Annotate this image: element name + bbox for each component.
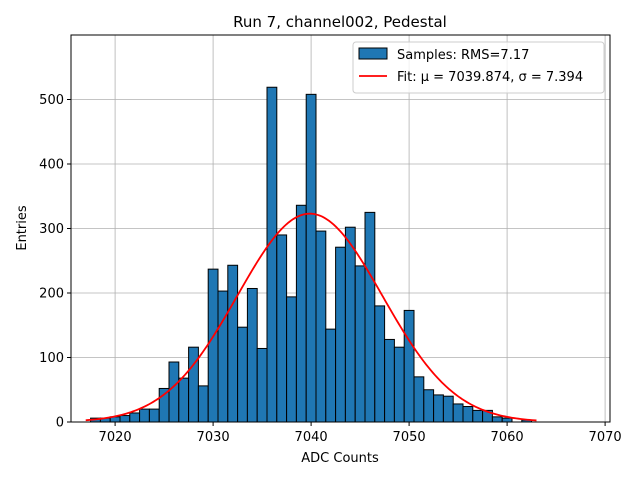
legend: Samples: RMS=7.17 Fit: μ = 7039.874, σ =… bbox=[352, 41, 605, 94]
histogram-bar bbox=[237, 326, 248, 423]
histogram-bar bbox=[452, 403, 464, 423]
histogram-bar bbox=[354, 265, 366, 423]
histogram-bar bbox=[491, 416, 503, 423]
legend-box bbox=[352, 41, 605, 94]
histogram-bar bbox=[139, 408, 150, 423]
histogram-bar bbox=[472, 409, 484, 423]
histogram-bar bbox=[393, 346, 405, 423]
x-tick-label: 7040 bbox=[295, 430, 328, 445]
y-tick-label: 0 bbox=[56, 416, 64, 431]
histogram-bar bbox=[501, 417, 513, 423]
histogram-bar bbox=[217, 290, 229, 423]
histogram-bar bbox=[178, 377, 190, 423]
histogram-bar bbox=[403, 309, 415, 423]
histogram-bar bbox=[462, 406, 474, 423]
fit-curve-layer bbox=[85, 212, 537, 422]
histogram-bar bbox=[374, 305, 386, 423]
histogram-bar bbox=[246, 287, 258, 423]
x-tick-label: 7070 bbox=[589, 430, 622, 445]
legend-label-fit: Fit: μ = 7039.874, σ = 7.394 bbox=[397, 70, 583, 85]
histogram-bar bbox=[433, 394, 444, 423]
histogram-bar bbox=[364, 211, 376, 423]
histogram-bar bbox=[207, 268, 219, 423]
histogram-bar bbox=[276, 234, 288, 423]
y-axis-ticks: 0 100 200 300 400 500 bbox=[39, 93, 71, 431]
histogram-bar bbox=[119, 415, 131, 423]
x-tick-label: 7050 bbox=[393, 430, 426, 445]
histogram-bar bbox=[266, 86, 278, 423]
x-tick-label: 7060 bbox=[491, 430, 524, 445]
x-tick-label: 7030 bbox=[197, 430, 230, 445]
histogram-bar bbox=[305, 93, 317, 423]
x-axis-label: ADC Counts bbox=[301, 451, 379, 466]
y-tick-label: 300 bbox=[39, 222, 64, 237]
y-tick-label: 100 bbox=[39, 351, 64, 366]
histogram-bar bbox=[129, 412, 141, 423]
histogram-bar bbox=[423, 389, 435, 423]
histogram-bar bbox=[442, 395, 454, 423]
histogram-bar bbox=[384, 338, 395, 423]
x-tick-label: 7020 bbox=[99, 430, 132, 445]
y-tick-label: 200 bbox=[39, 287, 64, 302]
histogram-bar bbox=[335, 246, 346, 423]
histogram-bar bbox=[256, 347, 268, 423]
histogram-bar bbox=[344, 226, 356, 423]
histogram-bar bbox=[286, 296, 297, 423]
histogram-bars bbox=[90, 86, 533, 423]
y-axis-label: Entries bbox=[15, 205, 30, 251]
histogram-bar bbox=[168, 361, 180, 423]
histogram-bar bbox=[325, 328, 337, 423]
histogram-bar bbox=[148, 408, 160, 423]
histogram-bar bbox=[295, 204, 307, 423]
histogram-bar bbox=[188, 346, 199, 423]
histogram-bar bbox=[197, 385, 209, 423]
histogram-bar bbox=[227, 264, 239, 423]
histogram-bar bbox=[315, 230, 327, 423]
legend-swatch-samples bbox=[358, 47, 388, 60]
y-tick-label: 500 bbox=[39, 93, 64, 108]
y-tick-label: 400 bbox=[39, 158, 64, 173]
chart-title: Run 7, channel002, Pedestal bbox=[233, 13, 447, 31]
x-axis-ticks: 7020 7030 7040 7050 7060 7070 bbox=[99, 422, 622, 445]
fit-curve bbox=[85, 212, 537, 422]
histogram-bar bbox=[413, 376, 425, 423]
legend-label-samples: Samples: RMS=7.17 bbox=[397, 48, 529, 63]
